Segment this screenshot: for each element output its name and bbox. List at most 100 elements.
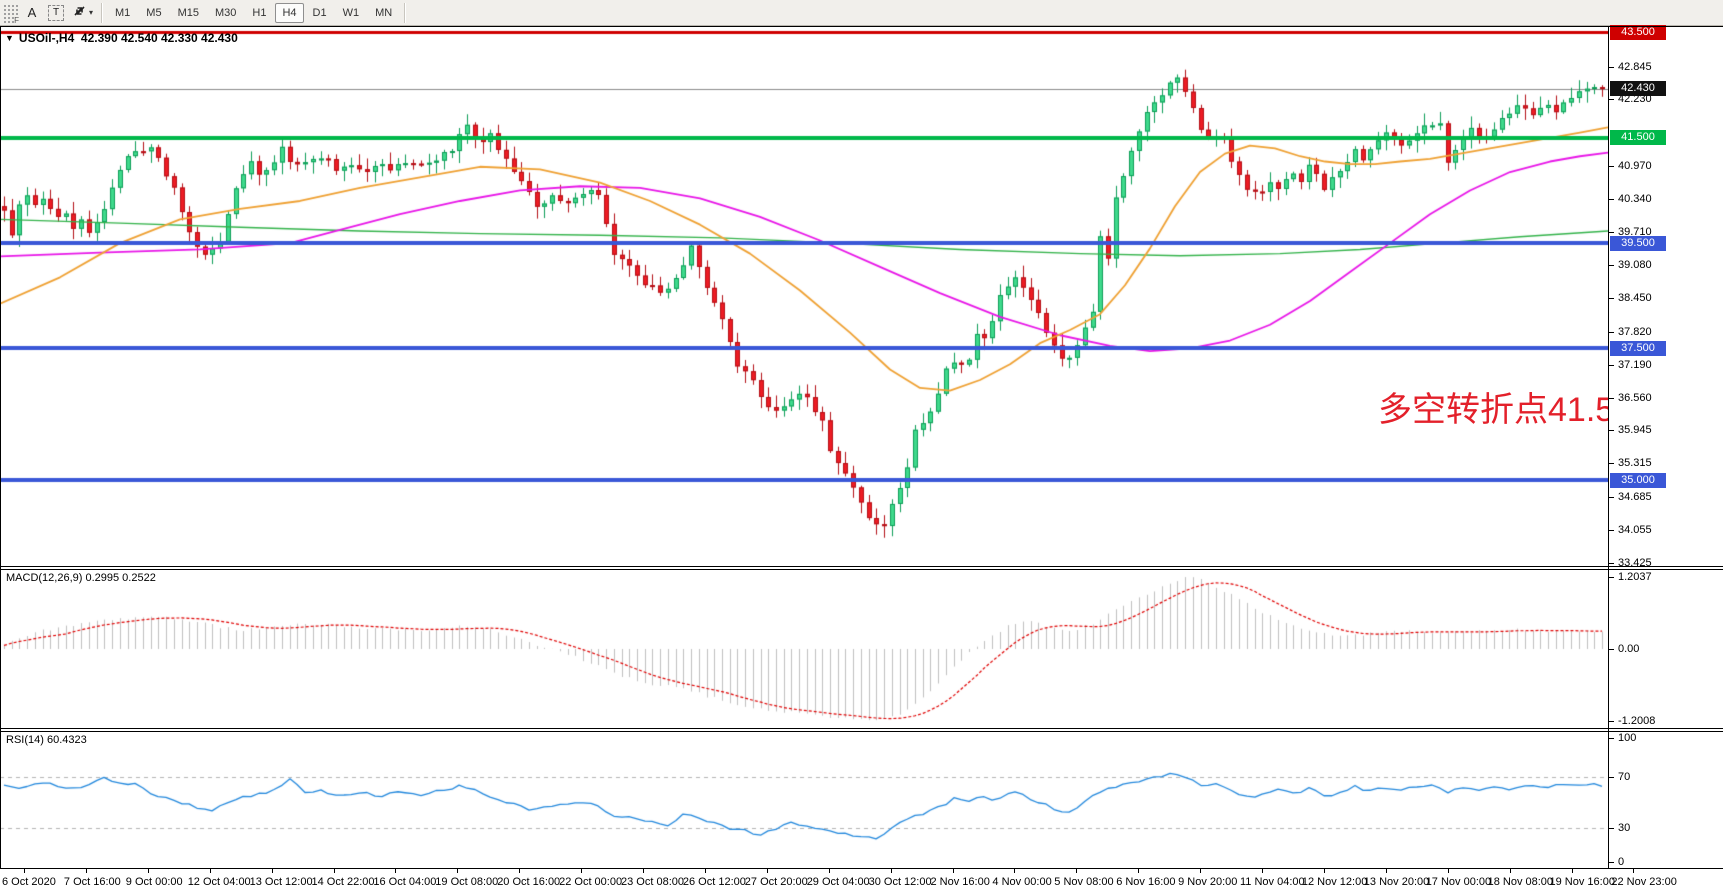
time-tick	[333, 869, 335, 873]
time-tick	[457, 869, 459, 873]
time-label: 6 Nov 16:00	[1116, 876, 1176, 888]
rsi-axis-tick	[1609, 738, 1614, 739]
price-tick	[1609, 166, 1614, 167]
price-tick-label: 39.710	[1618, 226, 1652, 238]
price-axis-border	[1608, 26, 1609, 869]
time-label: 6 Oct 2020	[2, 876, 56, 888]
time-tick	[24, 869, 25, 873]
price-tick-label: 38.450	[1618, 292, 1652, 304]
rsi-axis-label: 0	[1618, 856, 1625, 868]
time-tick	[952, 869, 954, 873]
cursor-tool-button[interactable]: ▾	[69, 2, 96, 24]
time-tick	[147, 869, 149, 873]
time-tick	[85, 869, 87, 873]
chart-plot-area[interactable]	[0, 26, 1608, 870]
price-axis[interactable]: 42.845 42.230 40.970 40.340 39.710 39.080 38.4…	[1609, 25, 1723, 868]
text-label-icon: T	[48, 4, 64, 21]
timeframe-button-m5[interactable]: M5	[139, 3, 168, 23]
timeframe-toolbar: M1 M5 M15 M30 H1 H4 D1 W1 MN	[107, 0, 400, 26]
price-tick	[1609, 99, 1614, 100]
timeframe-button-h4[interactable]: H4	[275, 2, 304, 23]
time-tick	[766, 869, 768, 873]
chart-title: ▼ USOil-,H4 42.390 42.540 42.330 42.430	[5, 31, 238, 45]
time-tick	[1138, 869, 1140, 873]
price-tick	[1609, 67, 1614, 68]
timeframe-button-w1[interactable]: W1	[336, 3, 367, 23]
timeframe-button-m30[interactable]: M30	[208, 3, 243, 23]
timeframe-button-h1[interactable]: H1	[245, 3, 273, 23]
price-tick	[1609, 298, 1614, 299]
text-label-tool-button[interactable]: T	[45, 2, 67, 24]
time-label: 19 Nov 16:00	[1549, 876, 1615, 888]
macd-panel-separator[interactable]	[0, 569, 1723, 570]
chevron-down-icon: ▾	[89, 8, 94, 17]
macd-panel-separator[interactable]	[0, 566, 1723, 567]
time-label: 14 Oct 22:00	[311, 876, 375, 888]
price-tick-label: 37.190	[1618, 359, 1652, 371]
toolbar-separator	[404, 2, 407, 23]
time-label: 7 Oct 16:00	[63, 876, 121, 888]
rsi-panel-separator[interactable]	[0, 731, 1723, 732]
symbol-dropdown-icon[interactable]: ▼	[5, 33, 14, 43]
price-tick	[1609, 430, 1614, 431]
price-tick-label: 33.425	[1618, 557, 1652, 569]
toolbar-drag-handle[interactable]: F	[2, 2, 20, 25]
time-tick	[890, 869, 892, 873]
price-tick	[1609, 398, 1614, 399]
time-tick	[1262, 869, 1263, 873]
rsi-axis-label: 100	[1618, 732, 1637, 744]
price-line-label-41.500: 41.500	[1610, 130, 1666, 145]
price-tick	[1609, 463, 1614, 464]
macd-axis-tick	[1609, 721, 1614, 722]
time-label: 26 Oct 12:00	[682, 876, 746, 888]
time-tick	[1633, 869, 1635, 873]
time-label: 22 Nov 23:00	[1611, 876, 1677, 888]
time-tick	[1509, 869, 1511, 873]
time-label: 17 Nov 00:00	[1425, 876, 1492, 888]
price-line-label-42.430: 42.430	[1610, 81, 1666, 96]
chart-top-border	[0, 26, 1723, 27]
macd-axis-label: 1.2037	[1618, 571, 1652, 583]
time-label: 13 Nov 20:00	[1363, 876, 1430, 888]
macd-indicator-label: MACD(12,26,9) 0.2995 0.2522	[6, 572, 156, 584]
timeframe-button-m15[interactable]: M15	[171, 3, 206, 23]
time-label: 11 Nov 04:00	[1240, 876, 1305, 888]
macd-axis-tick	[1609, 577, 1614, 578]
time-tick	[643, 869, 644, 873]
time-label: 27 Oct 20:00	[744, 876, 808, 888]
rsi-indicator-label: RSI(14) 60.4323	[6, 734, 87, 746]
timeframe-button-mn[interactable]: MN	[368, 3, 399, 23]
time-label: 5 Nov 08:00	[1054, 876, 1114, 888]
chart-left-border	[0, 26, 1, 869]
time-label: 23 Oct 08:00	[621, 876, 684, 888]
price-tick-label: 42.230	[1618, 93, 1652, 105]
rsi-axis-label: 70	[1618, 771, 1631, 783]
price-tick	[1609, 530, 1614, 531]
rsi-panel-separator[interactable]	[0, 728, 1723, 729]
timeframe-button-d1[interactable]: D1	[306, 3, 334, 23]
cursor-arrows-icon	[72, 4, 87, 21]
time-tick	[271, 869, 273, 873]
font-tool-icon: A	[27, 5, 37, 20]
font-tool-button[interactable]: A	[21, 2, 43, 24]
rsi-axis-tick	[1609, 862, 1614, 863]
macd-axis-label: 0.00	[1618, 643, 1640, 655]
price-tick	[1609, 563, 1614, 564]
time-label: 2 Nov 16:00	[930, 876, 990, 888]
rsi-axis-tick	[1609, 777, 1614, 778]
time-label: 4 Nov 00:00	[992, 876, 1052, 888]
price-tick	[1609, 332, 1614, 333]
time-label: 16 Oct 04:00	[373, 876, 437, 888]
price-tick-label: 39.080	[1618, 259, 1652, 271]
price-line-label-39.500: 39.500	[1610, 236, 1666, 251]
time-tick	[581, 869, 583, 873]
price-tick	[1609, 497, 1614, 498]
timeframe-button-m1[interactable]: M1	[108, 3, 137, 23]
time-label: 9 Nov 20:00	[1178, 876, 1238, 888]
time-tick	[519, 869, 521, 873]
toolbar: F A T ▾ M1 M5 M15 M30 H1 H4 D1 W1 MN	[0, 0, 1723, 26]
chart-text-annotation[interactable]: 多空转折点41.5	[1378, 391, 1615, 429]
toolbar-handle-label: F	[14, 15, 19, 25]
time-axis[interactable]: 6 Oct 2020 7 Oct 16:00 9 Oct 00:00 12 Oct 0…	[0, 869, 1723, 896]
